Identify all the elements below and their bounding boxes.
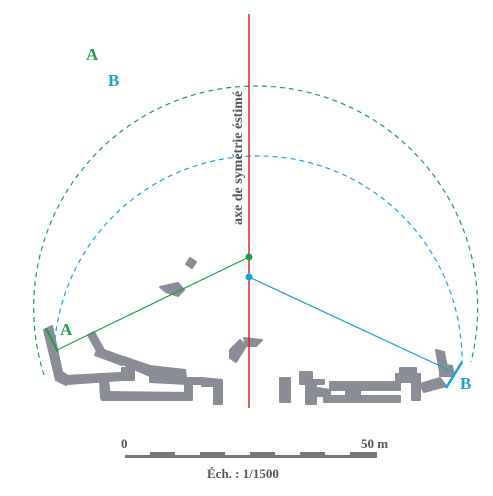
scale-caption: Éch. : 1/1500 xyxy=(207,466,279,481)
ruin-wall-east-3 xyxy=(305,383,317,405)
ruin-room-1 xyxy=(184,377,203,401)
ruin-wall-east-6 xyxy=(329,381,401,391)
circle-b-arc xyxy=(53,155,463,363)
ruin-wall-east-7 xyxy=(395,373,421,401)
radius-a-line xyxy=(56,256,250,351)
scale-seg-5 xyxy=(350,452,377,455)
scale-start-label: 0 xyxy=(121,436,128,451)
chord-b-label: B xyxy=(460,374,471,393)
ruin-wall-east-1 xyxy=(279,377,291,403)
ruin-wall-east-2 xyxy=(299,371,325,385)
ruin-wall-east-4 xyxy=(317,387,331,397)
scale-bar-base xyxy=(125,455,377,458)
scale-bar: 0 50 m Éch. : 1/1500 xyxy=(121,436,388,481)
ruin-wall-stub xyxy=(149,375,189,385)
ruin-wall-east-5 xyxy=(323,395,401,403)
arc-b-label: B xyxy=(108,71,119,90)
axis-label: axe de symétrie éstimé xyxy=(231,91,246,225)
ruin-wall-south-2 xyxy=(100,391,191,401)
ruin-wall-sw xyxy=(65,372,123,385)
chord-a-label: A xyxy=(60,320,73,339)
ruin-wall-diag xyxy=(94,347,127,366)
scale-seg-3 xyxy=(250,452,275,455)
ruin-room-2 xyxy=(201,377,223,405)
ruins xyxy=(43,257,455,405)
chord-a-segment xyxy=(45,327,59,353)
scale-seg-1 xyxy=(150,452,175,455)
ruin-frag-center-2 xyxy=(243,337,263,347)
chord-b-segment xyxy=(444,361,464,389)
center-b-point xyxy=(245,273,253,281)
ruin-wall-east-8 xyxy=(419,377,447,393)
ruin-frag-arc xyxy=(159,282,185,297)
scale-seg-2 xyxy=(200,452,225,455)
arc-a-label: A xyxy=(86,45,99,64)
ruin-block-east-2 xyxy=(399,367,417,377)
scale-seg-4 xyxy=(300,452,325,455)
ruin-frag-top xyxy=(185,257,197,269)
ruin-frag-center xyxy=(229,339,247,363)
ruin-block-east xyxy=(345,389,361,397)
ruin-wall-east-10 xyxy=(439,363,455,377)
ruin-block-mid xyxy=(121,367,135,381)
scale-end-label: 50 m xyxy=(361,436,388,451)
center-a-point xyxy=(245,253,253,261)
radius-b-line xyxy=(248,276,454,373)
